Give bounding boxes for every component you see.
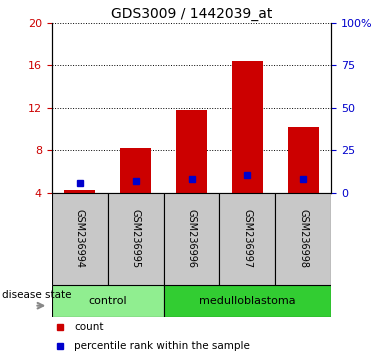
Text: percentile rank within the sample: percentile rank within the sample [74, 341, 250, 351]
Text: count: count [74, 322, 103, 332]
Text: GSM236997: GSM236997 [242, 209, 252, 269]
Text: control: control [88, 296, 127, 306]
Bar [232, 61, 263, 193]
Bar [64, 190, 95, 193]
Text: GSM236998: GSM236998 [298, 210, 308, 268]
Bar [219, 193, 275, 285]
Bar [176, 110, 207, 193]
Text: GSM236996: GSM236996 [187, 210, 196, 268]
Bar [275, 193, 331, 285]
Text: GSM236995: GSM236995 [131, 209, 141, 269]
Bar [120, 148, 151, 193]
Bar [288, 127, 319, 193]
Bar [164, 285, 331, 317]
Text: GSM236994: GSM236994 [75, 210, 85, 268]
Title: GDS3009 / 1442039_at: GDS3009 / 1442039_at [111, 7, 272, 21]
Bar [108, 193, 164, 285]
Bar [164, 193, 219, 285]
Bar [52, 285, 164, 317]
Text: medulloblastoma: medulloblastoma [199, 296, 296, 306]
Bar [52, 193, 108, 285]
Text: disease state: disease state [2, 290, 71, 300]
